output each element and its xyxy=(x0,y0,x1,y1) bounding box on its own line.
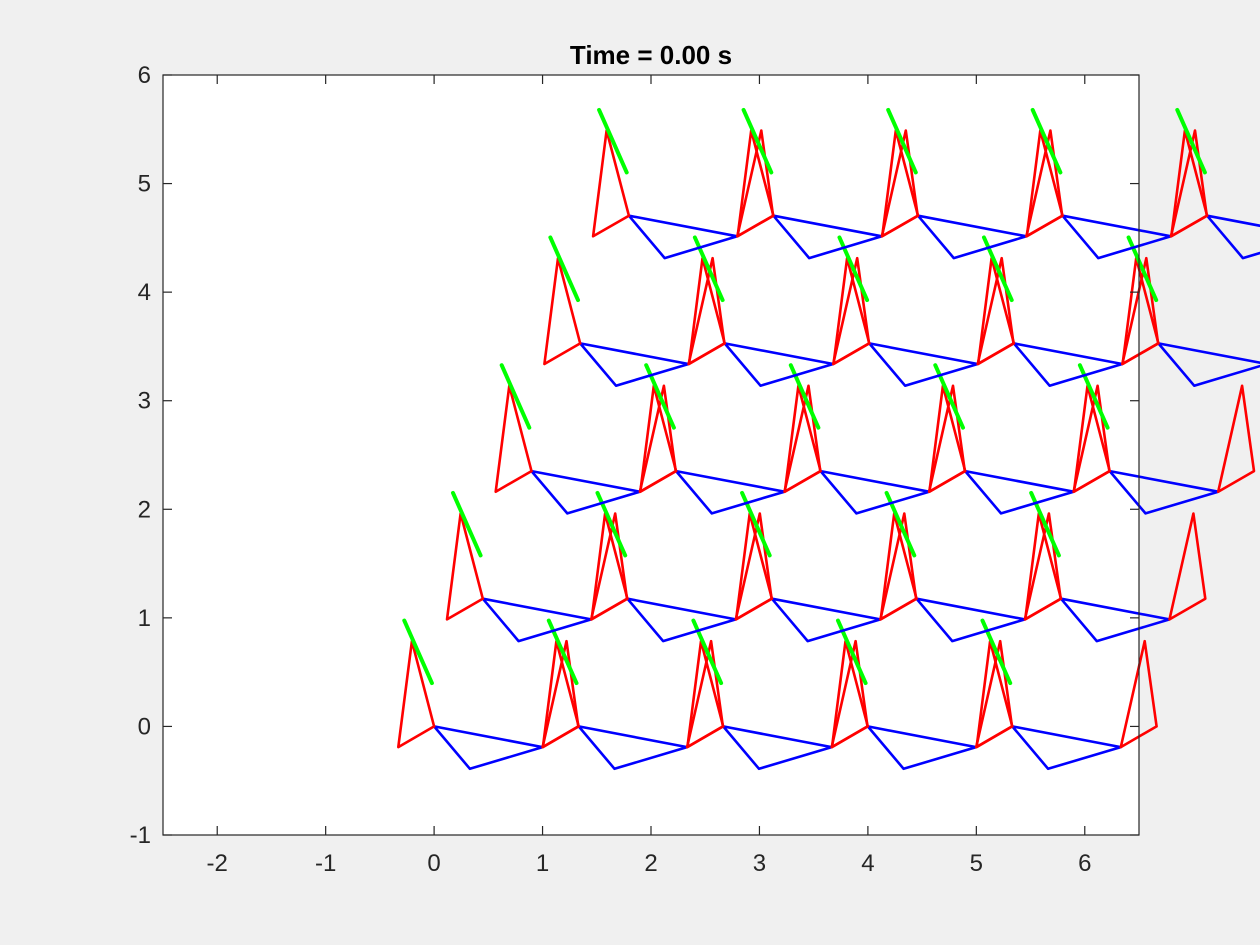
y-tick-label: 0 xyxy=(138,713,151,740)
blue-triangle-r4-c2 xyxy=(916,214,1028,260)
blue-triangle-r3-c3 xyxy=(1012,342,1124,388)
red-spike-r4-c4 xyxy=(1170,129,1209,238)
blue-triangle-r0-c1 xyxy=(577,725,689,771)
x-tick-label: 0 xyxy=(427,850,440,877)
blue-triangle-r2-c3 xyxy=(963,469,1075,515)
green-bar-r0-c0 xyxy=(402,618,434,686)
red-spike-r2-c4 xyxy=(1072,384,1111,494)
green-bar-r2-c0 xyxy=(499,363,532,430)
red-spike-r4-c3 xyxy=(1025,129,1064,238)
y-tick-label: 6 xyxy=(138,62,151,89)
lattice-marks xyxy=(396,107,1260,771)
blue-triangle-r3-c1 xyxy=(723,342,835,388)
plot-area xyxy=(163,75,1139,835)
blue-triangle-r2-c1 xyxy=(674,469,786,515)
red-spike-r0-c3 xyxy=(830,639,870,749)
x-tick-label: 4 xyxy=(861,850,874,877)
green-bar-r1-c0 xyxy=(451,490,483,558)
x-tick-label: 2 xyxy=(644,850,657,877)
x-tick-label: 6 xyxy=(1078,850,1091,877)
red-spike-r3-c0 xyxy=(543,256,582,366)
red-spike-r4-c1 xyxy=(736,129,775,238)
blue-triangle-r1-c0 xyxy=(481,597,593,643)
red-spike-r2-c1 xyxy=(638,384,678,494)
red-spike-r2-c3 xyxy=(928,384,967,494)
green-bar-r4-c4 xyxy=(1175,107,1207,175)
x-tick-label: 5 xyxy=(970,850,983,877)
blue-triangle-r4-c1 xyxy=(772,214,884,260)
x-tick-label: 1 xyxy=(536,850,549,877)
red-spike-r3-c4 xyxy=(1121,256,1160,366)
green-bar-r3-c0 xyxy=(548,235,580,303)
red-triangle-r1-c4 xyxy=(1168,512,1207,621)
chart-title: Time = 0.00 s xyxy=(570,40,732,70)
y-tick-label: 4 xyxy=(138,279,151,306)
blue-triangle-r3-c4 xyxy=(1157,342,1260,388)
green-bar-r4-c1 xyxy=(741,107,774,175)
y-tick-label: 1 xyxy=(138,605,151,632)
blue-triangle-r1-c4 xyxy=(1059,597,1171,643)
red-spike-r4-c0 xyxy=(591,129,631,238)
red-spike-r0-c1 xyxy=(541,639,581,749)
red-spike-r3-c2 xyxy=(832,256,871,366)
red-spike-r3-c1 xyxy=(687,256,727,366)
blue-triangle-r1-c3 xyxy=(915,597,1027,643)
blue-triangle-r4-c0 xyxy=(627,214,739,260)
red-spike-r3-c3 xyxy=(976,256,1016,366)
blue-triangle-r0-c4 xyxy=(1010,725,1123,771)
red-spike-r1-c0 xyxy=(445,512,485,621)
x-axis: -2 -1 0 1 2 3 4 5 6 xyxy=(207,75,1091,877)
red-spike-r1-c4 xyxy=(1023,512,1063,621)
red-spike-r2-c0 xyxy=(494,384,533,494)
x-tick-label: -2 xyxy=(207,850,228,877)
red-spike-r2-c2 xyxy=(783,384,822,494)
red-spike-r1-c2 xyxy=(734,512,774,621)
y-tick-label: 3 xyxy=(138,388,151,415)
y-tick-label: 5 xyxy=(138,171,151,198)
x-tick-label: 3 xyxy=(753,850,766,877)
blue-triangle-r0-c2 xyxy=(721,725,834,771)
green-bar-r4-c3 xyxy=(1030,107,1063,175)
red-spike-r1-c3 xyxy=(879,512,918,621)
y-axis: -1 0 1 2 3 4 5 6 xyxy=(130,62,1139,849)
red-spike-r0-c2 xyxy=(686,639,725,749)
blue-triangle-r3-c2 xyxy=(867,342,980,388)
x-tick-label: -1 xyxy=(315,850,336,877)
blue-triangle-r0-c0 xyxy=(432,725,544,771)
blue-triangle-r0-c3 xyxy=(866,725,978,771)
blue-triangle-r1-c1 xyxy=(626,597,738,643)
blue-triangle-r4-c4 xyxy=(1205,214,1260,260)
green-bar-r4-c2 xyxy=(886,107,918,175)
blue-triangle-r1-c2 xyxy=(770,597,882,643)
y-tick-label: -1 xyxy=(130,822,151,849)
red-spike-r0-c4 xyxy=(975,639,1014,749)
red-spike-r1-c1 xyxy=(590,512,629,621)
blue-triangle-r2-c4 xyxy=(1108,469,1220,515)
red-triangle-r2-c4 xyxy=(1216,384,1256,494)
blue-triangle-r3-c0 xyxy=(578,342,690,388)
y-tick-label: 2 xyxy=(138,496,151,523)
red-spike-r4-c2 xyxy=(880,129,920,238)
blue-triangle-r2-c0 xyxy=(530,469,642,515)
red-spike-r0-c0 xyxy=(396,639,436,749)
green-bar-r4-c0 xyxy=(597,107,629,175)
blue-triangle-r2-c2 xyxy=(819,469,931,515)
blue-triangle-r4-c3 xyxy=(1061,214,1173,260)
